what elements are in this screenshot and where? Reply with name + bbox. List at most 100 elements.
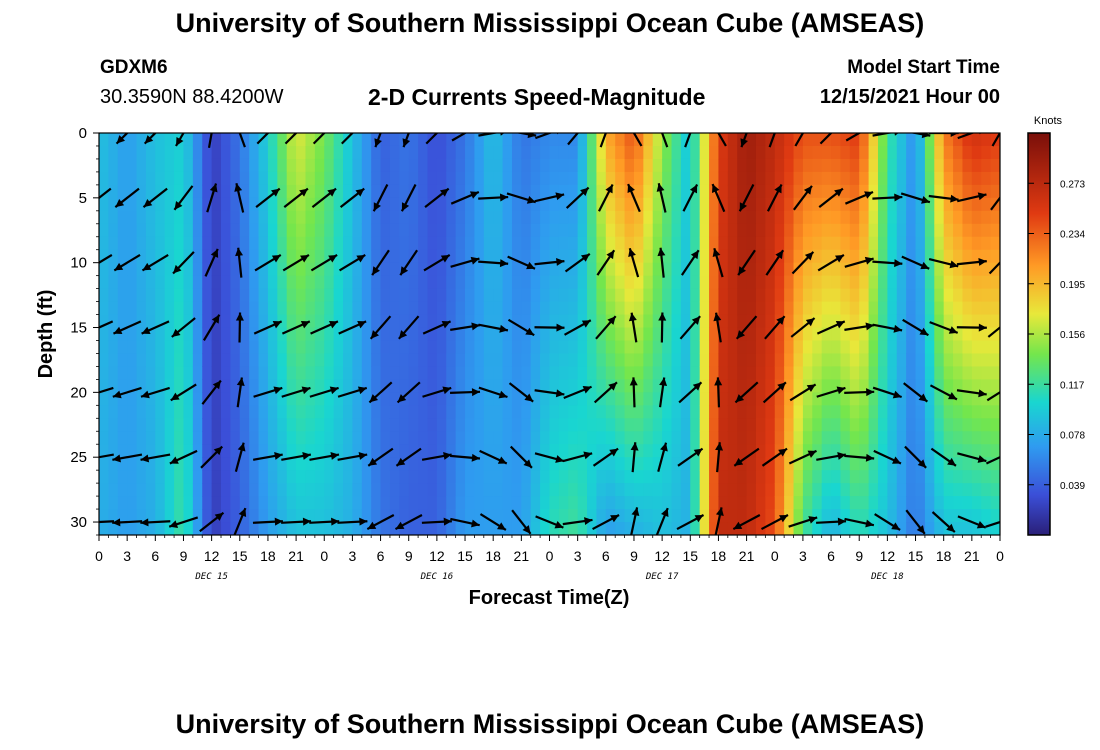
- heatmap-cell: [821, 145, 832, 160]
- heatmap-cell: [887, 223, 898, 238]
- current-vector: [816, 320, 846, 335]
- heatmap-cell: [943, 171, 954, 186]
- heatmap-cell: [953, 314, 964, 329]
- heatmap-cell: [258, 496, 269, 510]
- heatmap-cell: [962, 353, 973, 368]
- current-vector: [99, 453, 114, 459]
- heatmap-cell: [906, 301, 917, 316]
- current-vector: [714, 377, 723, 408]
- heatmap-cell: [887, 262, 898, 277]
- heatmap-cell: [643, 405, 654, 419]
- heatmap-cell: [465, 522, 476, 535]
- heatmap-cell: [558, 184, 569, 199]
- heatmap-cell: [465, 223, 476, 238]
- heatmap-cell: [624, 470, 635, 484]
- heatmap-cell: [605, 522, 616, 535]
- heatmap-cell: [474, 236, 485, 251]
- heatmap-cell: [211, 210, 222, 225]
- heatmap-cell: [774, 496, 785, 510]
- heatmap-cell: [812, 158, 823, 173]
- heatmap-cell: [399, 236, 410, 251]
- heatmap-cell: [333, 444, 344, 458]
- heatmap-cell: [596, 353, 607, 368]
- heatmap-cell: [380, 444, 391, 458]
- heatmap-cell: [192, 470, 203, 484]
- heatmap-cell: [352, 145, 363, 160]
- heatmap-cell: [389, 405, 400, 419]
- heatmap-cell: [202, 366, 213, 380]
- heatmap-cell: [540, 223, 551, 238]
- heatmap-cell: [540, 418, 551, 432]
- heatmap-cell: [502, 496, 513, 510]
- heatmap-cell: [765, 145, 776, 160]
- heatmap-cell: [906, 262, 917, 277]
- heatmap-cell: [859, 353, 870, 368]
- x-tick-label: 9: [630, 548, 638, 564]
- heatmap-cell: [812, 509, 823, 523]
- heatmap-cell: [408, 470, 419, 484]
- heatmap-cell: [530, 210, 541, 225]
- heatmap-cell: [239, 249, 250, 264]
- current-vector: [204, 248, 219, 277]
- heatmap-cell: [136, 171, 147, 186]
- heatmap-cell: [230, 197, 241, 212]
- heatmap-cell: [192, 236, 203, 251]
- current-vector: [872, 193, 903, 202]
- heatmap-cell: [990, 483, 1000, 497]
- heatmap-cell: [549, 522, 560, 535]
- heatmap-cell: [136, 392, 147, 406]
- heatmap-cell: [155, 340, 166, 355]
- heatmap-cell: [568, 431, 579, 445]
- heatmap-cell: [971, 431, 982, 445]
- heatmap-cell: [934, 431, 945, 445]
- heatmap-cell: [699, 353, 710, 368]
- heatmap-cell: [793, 353, 804, 368]
- heatmap-cell: [211, 418, 222, 432]
- heatmap-cell: [812, 275, 823, 290]
- heatmap-cell: [277, 197, 288, 212]
- heatmap-cell: [164, 314, 175, 329]
- heatmap-cell: [136, 405, 147, 419]
- heatmap-cell: [136, 431, 147, 445]
- current-vector: [900, 192, 931, 204]
- heatmap-cell: [371, 483, 382, 497]
- heatmap-cell: [258, 457, 269, 471]
- heatmap-cell: [399, 275, 410, 290]
- heatmap-cell: [568, 418, 579, 432]
- heatmap-cell: [174, 496, 185, 510]
- heatmap-cell: [746, 379, 757, 393]
- heatmap-cell: [737, 249, 748, 264]
- heatmap-cell: [108, 483, 119, 497]
- heatmap-cell: [887, 366, 898, 380]
- heatmap-cell: [155, 353, 166, 368]
- heatmap-cell: [352, 392, 363, 406]
- heatmap-cell: [662, 340, 673, 355]
- heatmap-cell: [821, 379, 832, 393]
- heatmap-cell: [709, 470, 720, 484]
- heatmap-cell: [540, 236, 551, 251]
- heatmap-cell: [155, 236, 166, 251]
- heatmap-cell: [990, 210, 1000, 225]
- heatmap-cell: [812, 392, 823, 406]
- heatmap-cell: [981, 444, 992, 458]
- heatmap-cell: [352, 197, 363, 212]
- heatmap-cell: [465, 366, 476, 380]
- heatmap-cell: [155, 483, 166, 497]
- heatmap-cell: [211, 431, 222, 445]
- heatmap-cell: [427, 145, 438, 160]
- heatmap-cell: [849, 405, 860, 419]
- heatmap-cell: [296, 444, 307, 458]
- heatmap-cell: [662, 184, 673, 199]
- heatmap-cell: [981, 418, 992, 432]
- heatmap-cell: [587, 236, 598, 251]
- heatmap-cell: [389, 418, 400, 432]
- heatmap-cell: [286, 301, 297, 316]
- heatmap-cell: [493, 314, 504, 329]
- current-vector: [596, 249, 616, 276]
- heatmap-cell: [108, 197, 119, 212]
- heatmap-cell: [821, 509, 832, 523]
- heatmap-cell: [389, 366, 400, 380]
- heatmap-cell: [389, 262, 400, 277]
- current-vector: [991, 133, 1000, 147]
- heatmap-cell: [727, 262, 738, 277]
